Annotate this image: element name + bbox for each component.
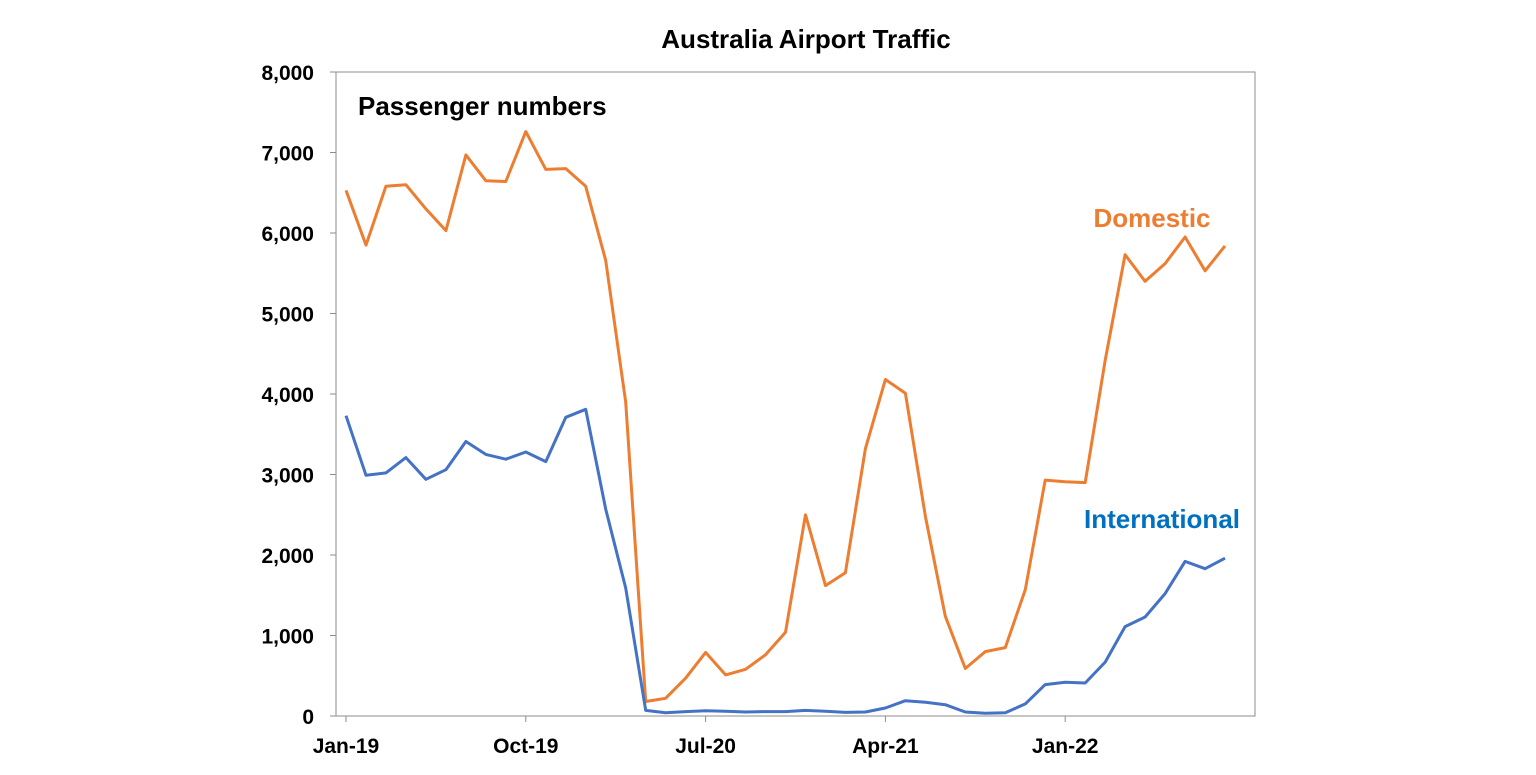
x-axis: Jan-19 Oct-19 Jul-20 Apr-21 Jan-22	[313, 716, 1099, 758]
x-tick-label: Jan-19	[313, 735, 380, 758]
y-tick-label: 5,000	[261, 304, 314, 327]
x-tick-label: Jan-22	[1032, 735, 1099, 758]
y-tick-label: 7,000	[261, 143, 314, 166]
annotation-passenger-numbers: Passenger numbers	[358, 91, 607, 121]
plot-area	[335, 71, 1256, 717]
series-label-international: International	[1084, 504, 1240, 534]
y-axis: 0 1,000 2,000 3,000 4,000 5,000 6,000 7,000 8,00…	[261, 62, 336, 729]
y-tick-label: 2,000	[261, 545, 314, 568]
y-tick-label: 0	[302, 706, 314, 729]
chart-title: Australia Airport Traffic	[661, 24, 950, 54]
y-tick-label: 4,000	[261, 384, 314, 407]
x-tick-label: Apr-21	[852, 735, 919, 758]
series-line-international	[344, 407, 1226, 715]
series-group	[344, 130, 1227, 715]
series-line-domestic	[344, 130, 1227, 703]
y-tick-label: 8,000	[261, 62, 314, 85]
y-tick-label: 3,000	[261, 465, 314, 488]
x-tick-label: Oct-19	[493, 735, 558, 758]
y-tick-label: 6,000	[261, 223, 314, 246]
series-label-domestic: Domestic	[1093, 203, 1210, 233]
y-tick-label: 1,000	[261, 626, 314, 649]
x-tick-label: Jul-20	[675, 735, 736, 758]
